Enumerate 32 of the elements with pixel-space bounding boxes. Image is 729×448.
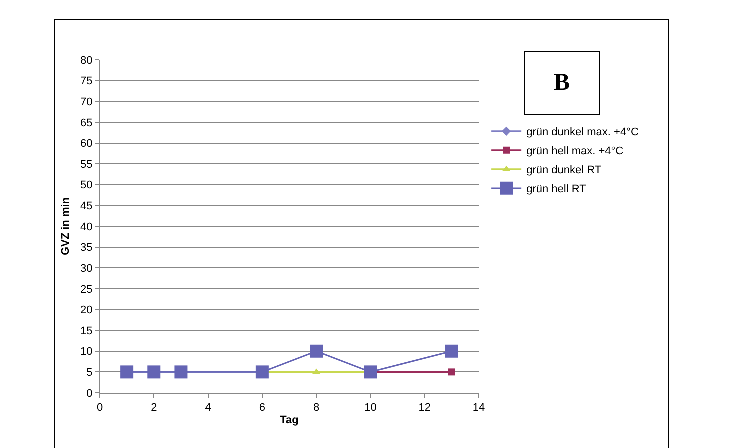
x-tick-label: 10	[364, 402, 377, 414]
y-tick-label: 10	[80, 346, 93, 358]
legend-label: grün dunkel RT	[526, 164, 602, 177]
x-tick-label: 8	[314, 402, 320, 414]
x-tick-label: 0	[96, 402, 104, 414]
x-tick-label: 14	[472, 402, 486, 414]
x-tick-label: 6	[259, 402, 266, 414]
y-tick-label: 50	[80, 180, 93, 192]
y-tick-label: 40	[80, 221, 93, 234]
y-tick-label: 55	[80, 158, 93, 171]
x-tick-label: 2	[151, 402, 158, 414]
y-tick-label: 65	[80, 117, 93, 130]
y-tick-label: 60	[80, 138, 93, 150]
y-axis-title: GVZ in min	[60, 197, 72, 256]
x-axis-title: Tag	[280, 414, 299, 426]
y-tick-label: 0	[86, 388, 93, 400]
y-tick-label: 35	[80, 242, 93, 254]
legend-label: grün hell RT	[526, 184, 587, 196]
text: B	[554, 70, 570, 96]
y-tick-label: 30	[80, 262, 93, 275]
y-tick-label: 20	[80, 304, 93, 317]
y-tick-label: 25	[80, 284, 93, 296]
x-tick-label: 4	[205, 402, 212, 414]
y-tick-label: 75	[80, 76, 93, 88]
y-tick-label: 45	[80, 200, 93, 213]
y-tick-label: 15	[80, 325, 93, 338]
x-tick-label: 12	[418, 402, 431, 414]
legend-label: grün dunkel max. +4°C	[526, 126, 639, 139]
y-tick-label: 80	[80, 54, 93, 67]
legend-label: grün hell max. +4°C	[526, 146, 624, 158]
y-tick-label: 70	[80, 96, 93, 108]
y-tick-label: 5	[86, 367, 93, 380]
